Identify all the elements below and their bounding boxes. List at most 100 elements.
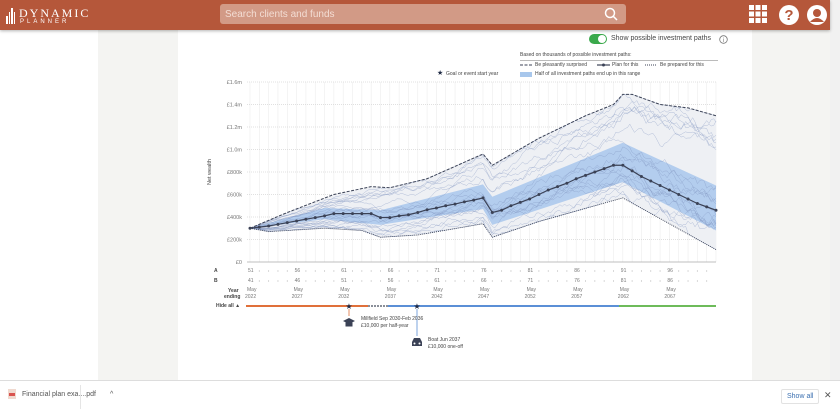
age-dot (352, 270, 354, 272)
age-dot (445, 270, 447, 272)
age-dot (585, 280, 587, 282)
plan-point (705, 205, 709, 209)
age-dot (379, 280, 381, 282)
age-dot (659, 270, 661, 272)
legend-pleasant: Be pleasantly surprised (535, 62, 587, 68)
year-tick-label: 2057 (571, 294, 583, 300)
month-label: May (619, 287, 630, 293)
age-dot (566, 280, 568, 282)
plan-point (397, 214, 401, 218)
age-dot (417, 280, 419, 282)
plan-point (378, 216, 382, 220)
plan-point (388, 216, 392, 220)
y-tick-label: £1.6m (227, 80, 243, 86)
hide-all-button[interactable]: Hide all ▲ (216, 303, 241, 309)
plan-point (677, 193, 681, 196)
plan-point (425, 208, 429, 212)
age-dot (519, 280, 521, 282)
user-icon[interactable] (806, 4, 828, 26)
age-dot (547, 280, 549, 282)
y-axis-label: Net wealth (207, 159, 213, 185)
legend-divider (520, 60, 718, 61)
plan-point (444, 204, 448, 208)
age-dot (631, 270, 633, 272)
logo-subtext: PLANNER (20, 19, 70, 25)
age-dot (258, 280, 260, 282)
page-scrollbar[interactable] (830, 0, 840, 380)
chevron-up-icon[interactable]: ^ (109, 390, 114, 398)
plan-point (537, 193, 541, 196)
possible-investment-path (249, 184, 717, 237)
age-dot (463, 280, 465, 282)
possible-investment-path (249, 181, 717, 236)
close-icon[interactable]: ✕ (824, 390, 832, 400)
age-dot (286, 280, 288, 282)
plan-point (472, 198, 476, 202)
plan-point (518, 200, 522, 204)
age-dot (454, 270, 456, 272)
apps-grid-icon[interactable] (748, 4, 768, 24)
age-dot (557, 280, 559, 282)
age-label: 86 (667, 278, 673, 284)
show-paths-toggle[interactable] (589, 34, 607, 44)
age-dot (361, 280, 363, 282)
year-tick-label: 2052 (524, 294, 536, 300)
plan-point (714, 208, 718, 212)
plan-point (686, 197, 690, 201)
left-gutter (98, 30, 178, 380)
show-all-button[interactable]: Show all (781, 389, 820, 404)
age-dot (361, 270, 363, 272)
logo-text: DYNAMIC (19, 6, 91, 20)
plan-point (667, 188, 671, 192)
possible-investment-path (250, 173, 717, 233)
search-box[interactable] (220, 4, 626, 25)
divider (80, 385, 81, 409)
info-icon[interactable]: i (719, 35, 728, 44)
plan-point (304, 217, 308, 221)
event-millfield-amount: £10,000 per half-year (361, 323, 409, 329)
age-dot (407, 270, 409, 272)
year-tick-label: 2027 (291, 294, 303, 300)
plan-point (323, 214, 327, 218)
age-dot (650, 270, 652, 272)
plan-point (434, 206, 438, 210)
toggle-label: Show possible investment paths (611, 35, 711, 42)
month-label: May (526, 287, 537, 293)
year-tick-label: 2047 (478, 294, 490, 300)
plan-point (611, 163, 615, 167)
age-dot (566, 270, 568, 272)
plan-point (481, 196, 485, 200)
age-label: 76 (481, 268, 487, 274)
plan-point (406, 213, 410, 217)
net-wealth-chart: £0 £200k £400k £600k £800k £1.0m £1.2m £1.4m £1.… (207, 80, 718, 336)
search-input[interactable] (220, 4, 590, 25)
age-label: 81 (620, 278, 627, 284)
age-dot (333, 280, 335, 282)
age-label: 56 (294, 268, 301, 274)
age-dot (473, 280, 475, 282)
age-dot (603, 280, 605, 282)
search-icon[interactable] (604, 7, 618, 21)
age-dot (696, 280, 698, 282)
age-label: 76 (574, 278, 580, 284)
year-tick-label: 2067 (664, 294, 676, 300)
legend-heading: Based on thousands of possible investmen… (520, 52, 632, 58)
download-item[interactable]: Financial plan exa....pdf ^ (8, 389, 113, 399)
age-dot (324, 270, 326, 272)
year-tick-label: 2032 (338, 294, 350, 300)
age-dot (594, 270, 596, 272)
top-header: DYNAMIC PLANNER ? (0, 0, 830, 30)
age-label: 61 (341, 268, 347, 274)
help-icon[interactable]: ? (778, 4, 800, 26)
y-tick-label: £0 (236, 260, 242, 266)
legend-band: Half of all investment paths end up in t… (535, 71, 641, 77)
possible-investment-path (249, 159, 717, 231)
age-dot (519, 270, 521, 272)
plan-point (621, 163, 625, 167)
plan-point (639, 175, 643, 178)
possible-investment-path (249, 94, 717, 229)
logo-bars-icon (6, 8, 16, 24)
plan-point (490, 211, 494, 214)
row-b-label: B (214, 278, 218, 284)
age-dot (585, 270, 587, 272)
